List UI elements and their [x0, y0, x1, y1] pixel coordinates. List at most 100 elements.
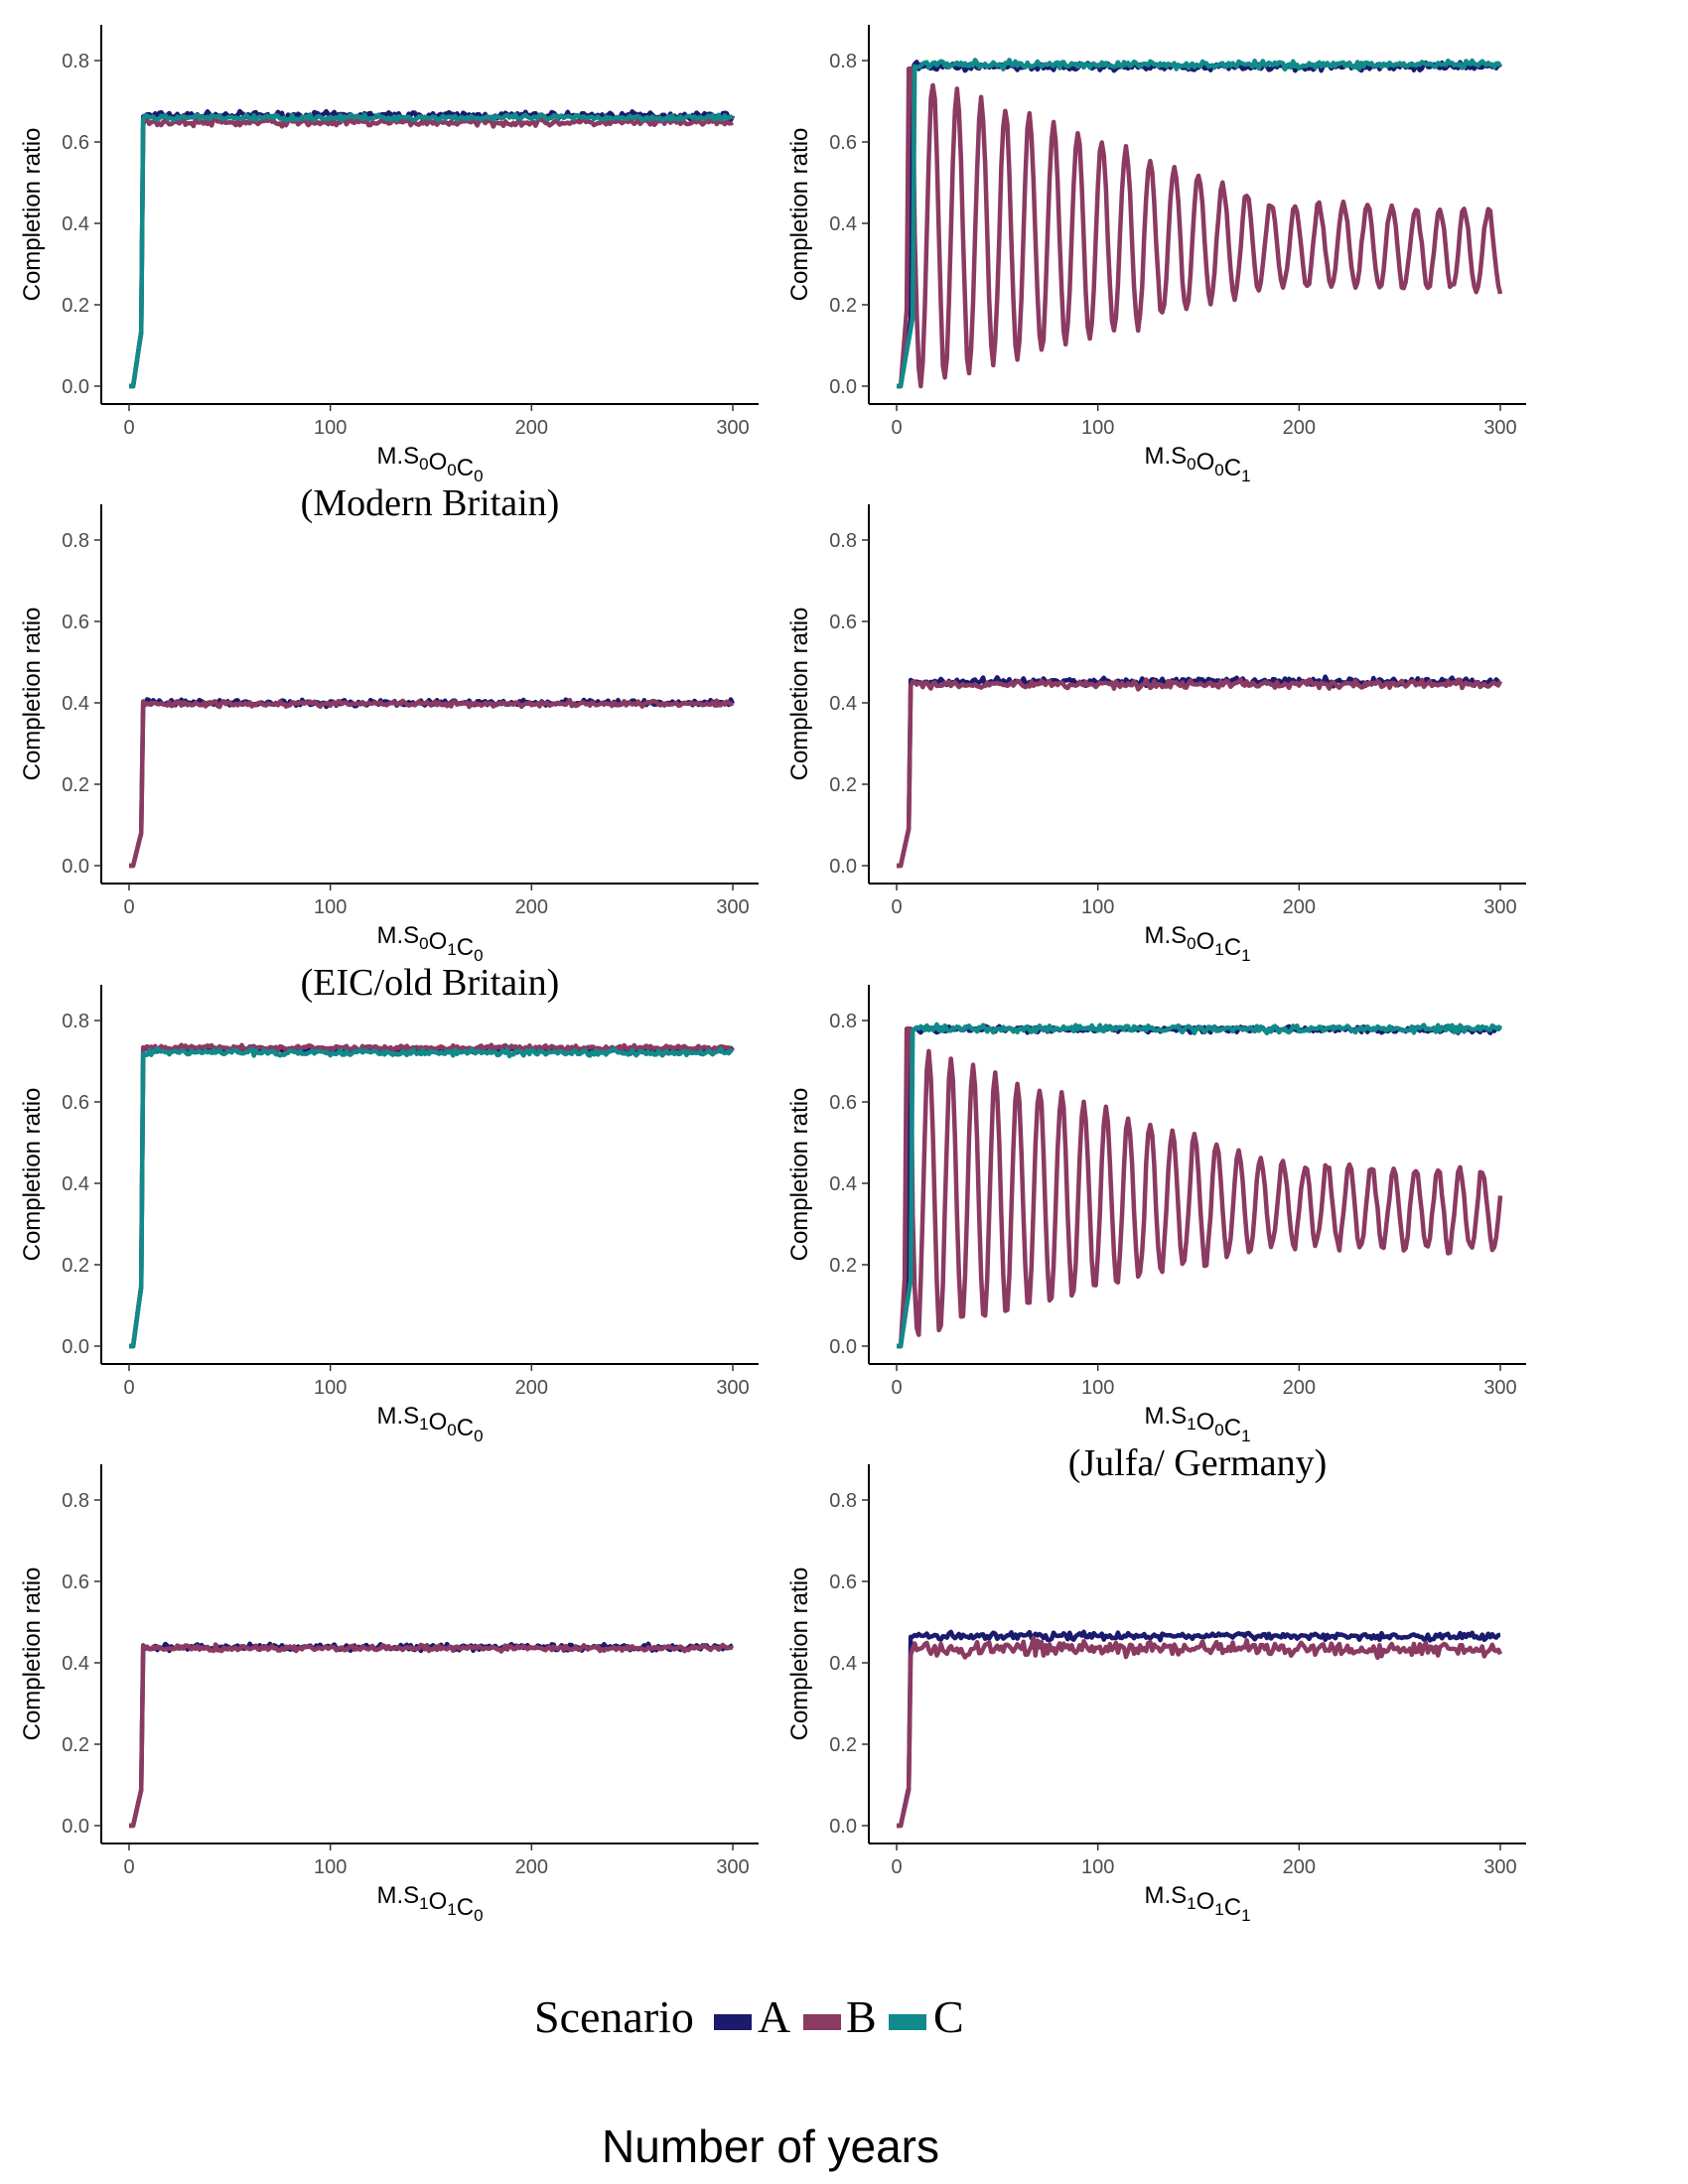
y-tick-label: 0.8: [62, 51, 89, 72]
x-tick-label: 0: [123, 1856, 134, 1878]
series-line-a: [896, 1629, 1501, 1829]
x-axis-label: M.S1O1C1: [1144, 1882, 1250, 1925]
panel-6: 0.0 0.2 0.4 0.6 0.8 0 100 200 300 Completion rati…: [786, 985, 1526, 1484]
x-tick-label: 100: [314, 417, 347, 439]
x-axis-label: M.S0O1C0: [376, 922, 483, 965]
series-line-a: [128, 697, 736, 869]
x-tick-label: 200: [1283, 417, 1316, 439]
y-tick-label: 0.6: [62, 612, 89, 633]
series-line-b: [128, 1042, 735, 1349]
series-line-a: [896, 674, 1501, 869]
y-tick-label: 0.2: [829, 295, 857, 317]
x-axis-label: M.S0O0C0: [376, 443, 483, 485]
y-axis-label: Completion ratio: [786, 608, 813, 781]
series-line-c: [896, 1022, 1503, 1349]
x-axis-title: Number of years: [602, 2120, 939, 2172]
series-line-b: [128, 1642, 734, 1829]
y-tick-label: 0.4: [62, 1653, 89, 1675]
y-tick-label: 0.0: [829, 1816, 857, 1838]
y-tick-label: 0.4: [829, 213, 857, 235]
series-line-b: [896, 677, 1503, 869]
y-tick-label: 0.0: [829, 376, 857, 398]
x-tick-label: 0: [891, 417, 902, 439]
x-tick-label: 300: [1483, 896, 1516, 918]
y-tick-label: 0.4: [829, 1653, 857, 1675]
y-tick-label: 0.6: [829, 1571, 857, 1593]
x-tick-label: 200: [515, 417, 548, 439]
y-tick-label: 0.2: [829, 774, 857, 796]
y-tick-label: 0.8: [829, 51, 857, 72]
panel-5: 0.0 0.2 0.4 0.6 0.8 0 100 200 300 Completion rati…: [19, 985, 759, 1445]
y-tick-label: 0.6: [62, 1092, 89, 1114]
x-tick-label: 200: [515, 896, 548, 918]
series-line-b: [896, 1635, 1503, 1829]
x-tick-label: 100: [314, 1377, 347, 1399]
y-tick-label: 0.2: [829, 1734, 857, 1756]
series-line-a: [128, 1641, 735, 1829]
x-tick-label: 0: [123, 896, 134, 918]
panel-1: 0.0 0.2 0.4 0.6 0.8 0 100 200 300 Completion rati…: [19, 25, 759, 524]
y-tick-label: 0.6: [829, 1092, 857, 1114]
y-tick-label: 0.4: [829, 1173, 857, 1195]
x-tick-label: 0: [123, 417, 134, 439]
y-tick-label: 0.2: [62, 295, 89, 317]
y-axis-label: Completion ratio: [786, 128, 813, 302]
y-tick-label: 0.2: [829, 1255, 857, 1277]
panels: 0.0 0.2 0.4 0.6 0.8 0 100 200 300 Completion rati…: [19, 25, 1526, 1925]
legend-label-a: A: [758, 1991, 790, 2042]
series-line-c: [896, 58, 1502, 389]
y-tick-label: 0.2: [62, 1734, 89, 1756]
y-axis-label: Completion ratio: [786, 1088, 813, 1262]
x-tick-label: 300: [716, 896, 749, 918]
series-line-b: [128, 698, 735, 869]
x-tick-label: 0: [891, 1377, 902, 1399]
panel-8: 0.0 0.2 0.4 0.6 0.8 0 100 200 300 Completion rati…: [786, 1464, 1526, 1925]
y-tick-label: 0.6: [829, 612, 857, 633]
legend-label-c: C: [933, 1991, 964, 2042]
x-tick-label: 100: [1081, 1377, 1114, 1399]
series-line-a: [128, 108, 736, 389]
legend-swatch-c: [889, 2014, 926, 2030]
y-tick-label: 0.4: [829, 693, 857, 715]
series-line-b: [896, 66, 1503, 389]
y-tick-label: 0.6: [62, 132, 89, 154]
y-tick-label: 0.4: [62, 213, 89, 235]
y-tick-label: 0.4: [62, 1173, 89, 1195]
y-tick-label: 0.8: [829, 1490, 857, 1512]
x-tick-label: 0: [123, 1377, 134, 1399]
y-tick-label: 0.8: [829, 1011, 857, 1032]
panel-2: 0.0 0.2 0.4 0.6 0.8 0 100 200 300 Completion rati…: [786, 25, 1526, 485]
x-tick-label: 300: [1483, 1856, 1516, 1878]
y-tick-label: 0.8: [62, 1490, 89, 1512]
y-tick-label: 0.4: [62, 693, 89, 715]
y-tick-label: 0.2: [62, 1255, 89, 1277]
x-tick-label: 100: [314, 1856, 347, 1878]
legend: Scenario A B C: [534, 1991, 964, 2042]
x-tick-label: 200: [1283, 896, 1316, 918]
y-tick-label: 0.0: [62, 856, 89, 878]
legend-swatch-a: [714, 2014, 752, 2030]
x-axis-label: M.S1O0C0: [376, 1403, 483, 1445]
y-tick-label: 0.6: [62, 1571, 89, 1593]
x-tick-label: 200: [515, 1377, 548, 1399]
x-tick-label: 300: [716, 1377, 749, 1399]
x-tick-label: 0: [891, 896, 902, 918]
x-tick-label: 200: [1283, 1377, 1316, 1399]
y-tick-label: 0.8: [62, 530, 89, 552]
y-tick-label: 0.0: [62, 376, 89, 398]
x-tick-label: 100: [1081, 896, 1114, 918]
panel-caption: (EIC/old Britain): [301, 962, 560, 1004]
x-tick-label: 100: [1081, 1856, 1114, 1878]
y-axis-label: Completion ratio: [786, 1568, 813, 1741]
y-axis-label: Completion ratio: [19, 1568, 46, 1741]
x-tick-label: 200: [1283, 1856, 1316, 1878]
y-tick-label: 0.8: [62, 1011, 89, 1032]
series-line-c: [128, 1045, 735, 1349]
y-axis-label: Completion ratio: [19, 128, 46, 302]
x-axis-label: M.S0O0C1: [1144, 443, 1250, 485]
x-tick-label: 300: [1483, 417, 1516, 439]
y-tick-label: 0.0: [829, 1336, 857, 1358]
legend-swatch-b: [803, 2014, 841, 2030]
x-tick-label: 0: [891, 1856, 902, 1878]
